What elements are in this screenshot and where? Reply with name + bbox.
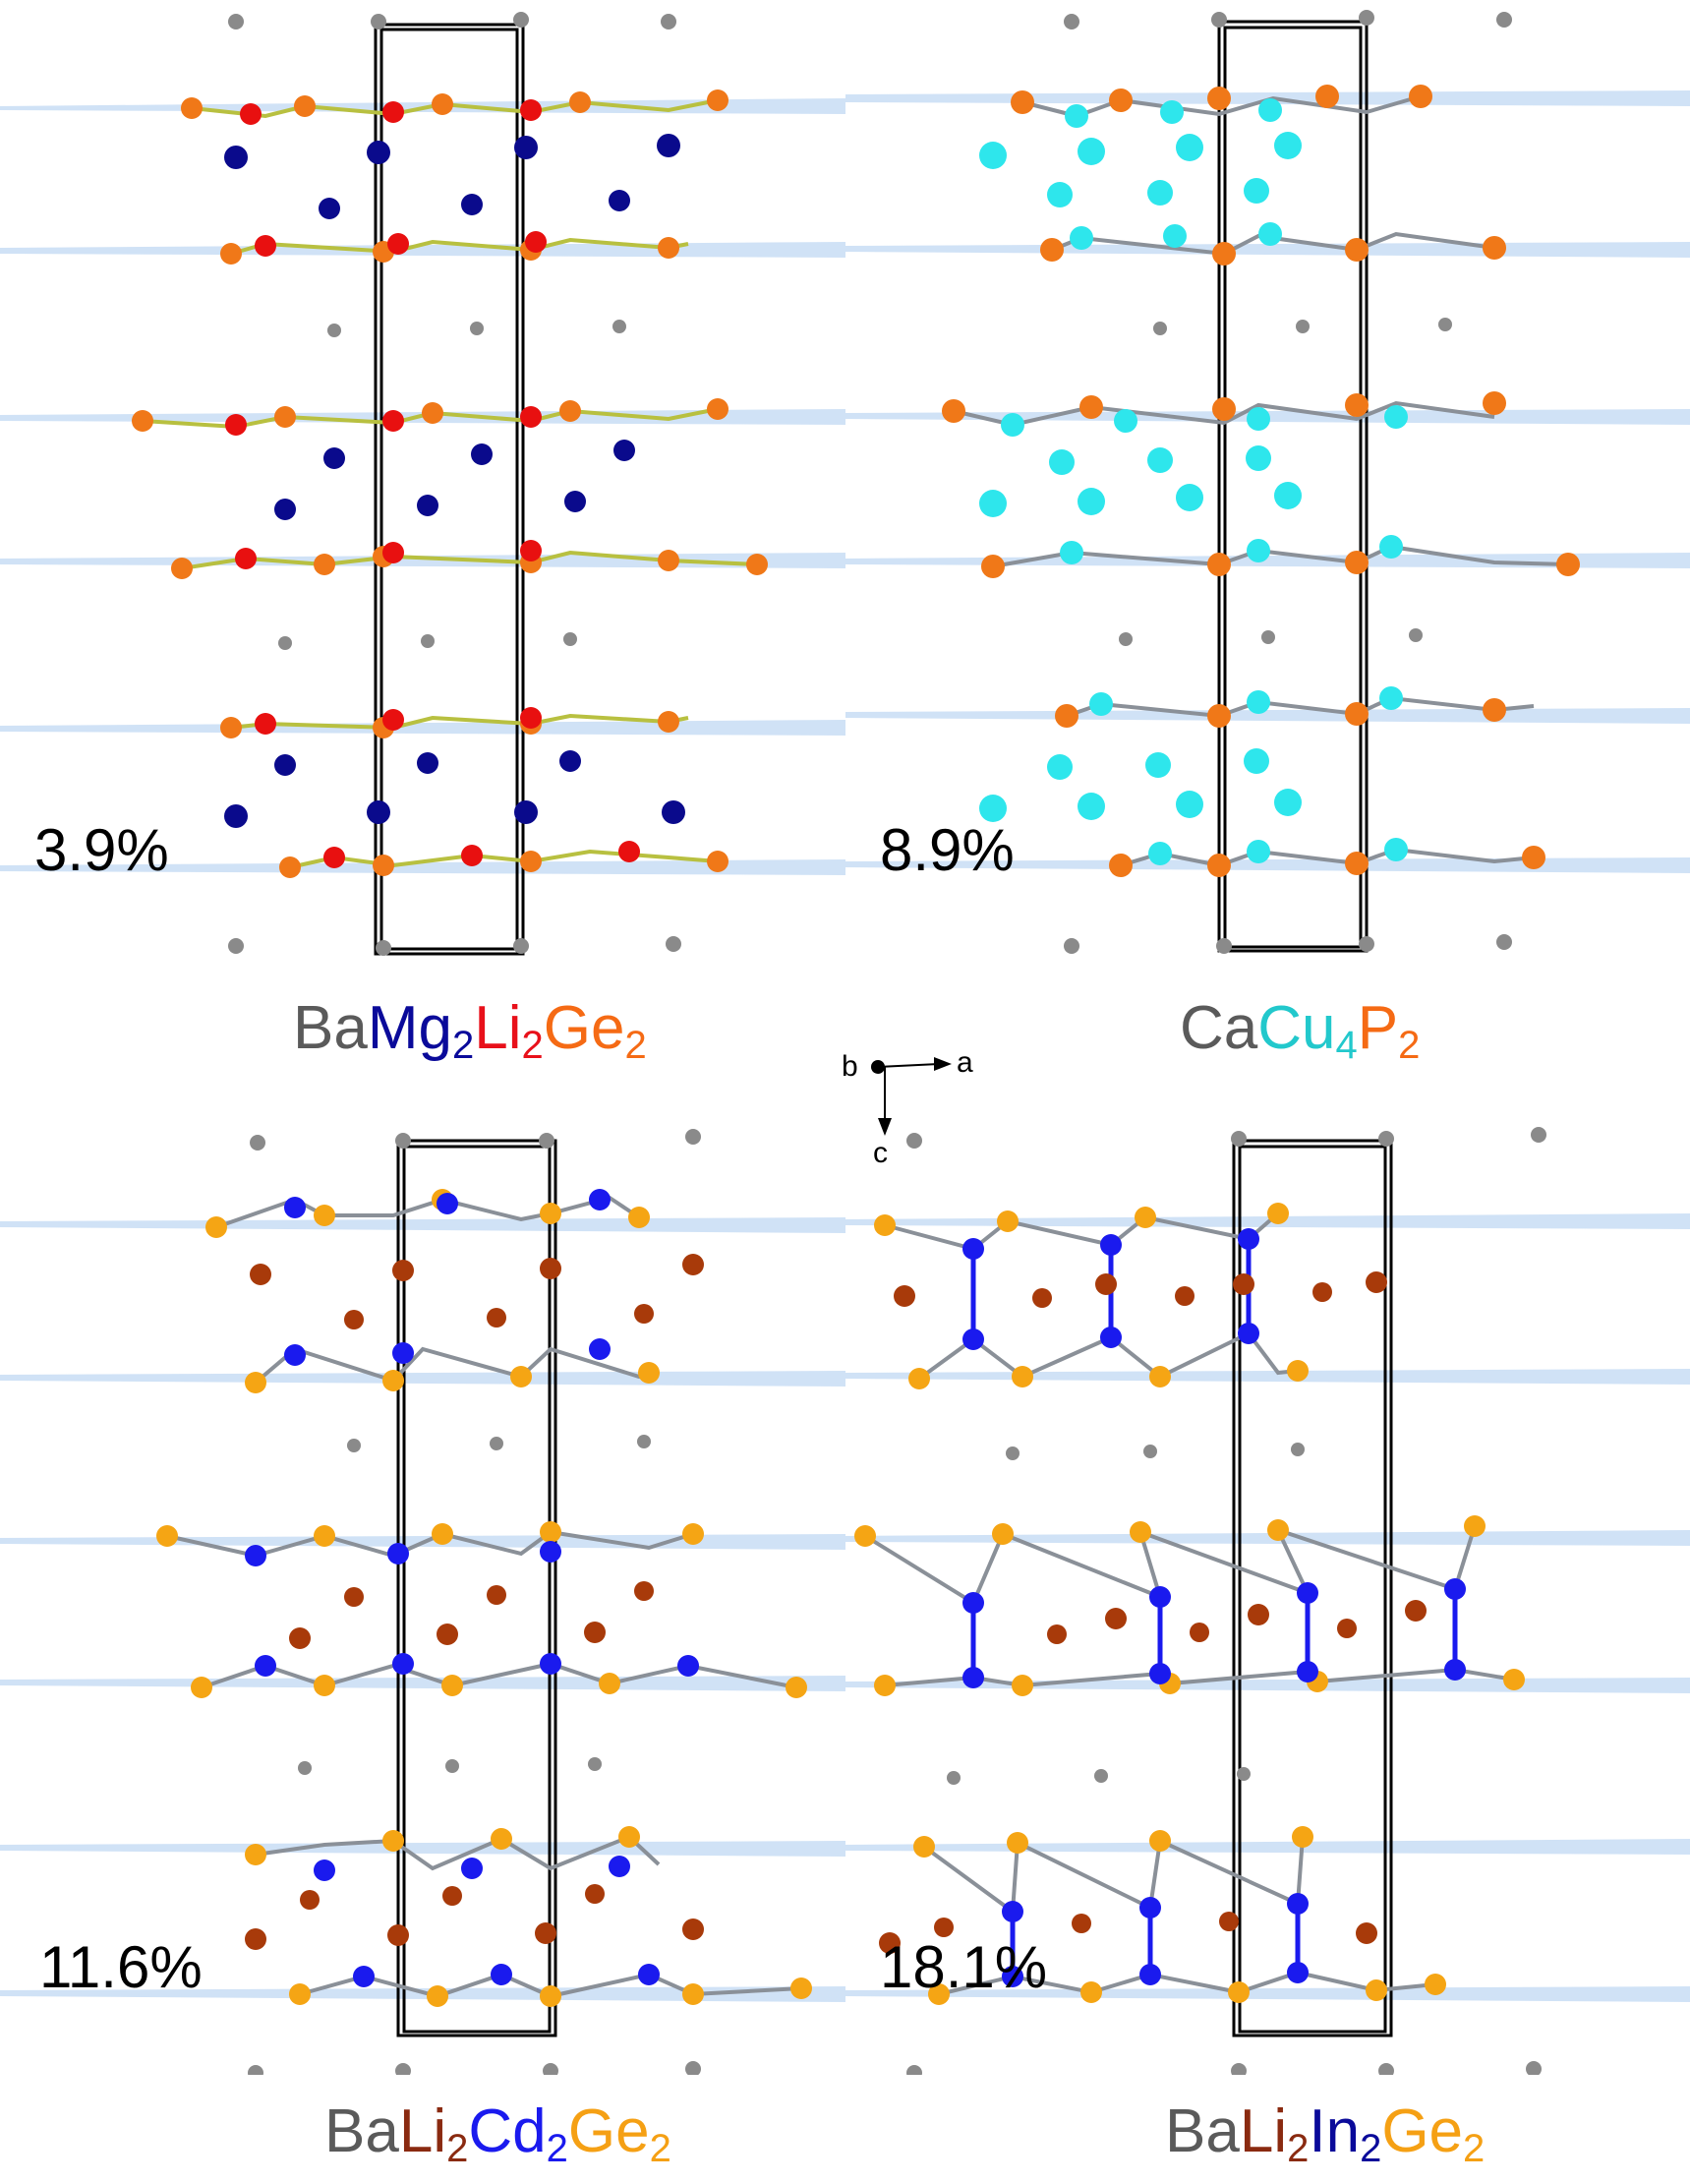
ge-li-layers (142, 98, 758, 869)
crystal-structure-bali2cd2ge2 (0, 1129, 845, 2075)
formula-subscript: 2 (1287, 2127, 1310, 2170)
percentage-label: 18.1% (880, 1934, 1048, 2000)
formula-subscript: 2 (451, 1024, 475, 1067)
panel-bali2cd2ge2: 11.6% BaLi2Cd2Ge2 (0, 1092, 845, 2183)
percentage-label: 11.6% (39, 1934, 203, 2000)
p-atoms (942, 85, 1580, 877)
formula-label: BaMg2Li2Ge2 (293, 993, 647, 1068)
formula-element: Ge (567, 2097, 650, 2165)
axes-arrows-icon (871, 1057, 952, 1136)
ba-atoms (248, 1129, 701, 2075)
formula-subscript: 2 (1360, 2127, 1382, 2170)
formula-element: P (1357, 994, 1399, 1062)
bonds (166, 1195, 802, 1999)
ge-atoms (854, 1203, 1525, 2005)
ba-atoms (906, 1127, 1546, 2075)
layer-planes (845, 1213, 1690, 2002)
ge-atoms (156, 1189, 812, 2007)
formula-subscript: 2 (521, 1024, 544, 1067)
formula-element: Ge (543, 994, 625, 1062)
formula-subscript: 2 (546, 2127, 568, 2170)
formula-label: BaLi2Cd2Ge2 (324, 2096, 671, 2171)
formula-element: Li (398, 2097, 447, 2165)
formula-element: Ba (1165, 2097, 1240, 2165)
unit-cell (374, 23, 525, 956)
formula-subscript: 4 (1335, 1024, 1358, 1067)
formula-element: In (1309, 2097, 1361, 2165)
li-atoms (879, 1271, 1427, 1954)
formula-subscript: 2 (1398, 1024, 1421, 1067)
crystal-axes-indicator: b a c (816, 1023, 1003, 1170)
formula-subscript: 2 (624, 1024, 647, 1067)
cd-atoms (245, 1189, 699, 1987)
formula-element: Ba (324, 2097, 399, 2165)
crystal-structure-cacu4p2 (845, 10, 1690, 954)
ca-atoms (1064, 10, 1512, 954)
ba-atoms (228, 12, 681, 956)
unit-cell (1232, 1139, 1393, 2037)
axis-label-a: a (957, 1046, 973, 1079)
crystal-structure-bamg2li2ge2 (0, 12, 845, 956)
unit-cell (1217, 20, 1369, 953)
formula-label: BaLi2In2Ge2 (1165, 2096, 1485, 2171)
panel-bali2in2ge2: 18.1% BaLi2In2Ge2 (845, 1092, 1690, 2183)
percentage-label: 3.9% (34, 817, 169, 883)
formula-element: Mg (367, 994, 452, 1062)
formula-element: Li (474, 994, 522, 1062)
mg-atoms (224, 134, 685, 828)
in-atoms (962, 1228, 1466, 1987)
cu-atoms (979, 98, 1408, 865)
formula-element: Ge (1381, 2097, 1464, 2165)
formula-label: CaCu4P2 (1180, 993, 1420, 1068)
formula-element: Cu (1257, 994, 1336, 1062)
layer-planes (0, 1217, 845, 2002)
crystal-structure-bali2in2ge2 (845, 1127, 1690, 2075)
axis-label-c: c (873, 1137, 888, 1169)
li-atoms (225, 99, 640, 868)
formula-subscript: 2 (446, 2127, 469, 2170)
formula-element: Cd (468, 2097, 547, 2165)
axis-label-b: b (842, 1050, 858, 1083)
panel-bamg2li2ge2: 3.9% BaMg2Li2Ge2 (0, 0, 845, 1092)
li-atoms (245, 1254, 704, 1950)
formula-element: Ca (1180, 994, 1258, 1062)
ge-atoms (132, 89, 768, 878)
formula-element: Ba (293, 994, 368, 1062)
unit-cell (396, 1139, 557, 2037)
formula-subscript: 2 (1463, 2127, 1486, 2170)
panel-cacu4p2: 8.9% CaCu4P2 (845, 0, 1690, 1092)
formula-element: Li (1239, 2097, 1288, 2165)
formula-subscript: 2 (649, 2127, 671, 2170)
percentage-label: 8.9% (880, 817, 1015, 883)
